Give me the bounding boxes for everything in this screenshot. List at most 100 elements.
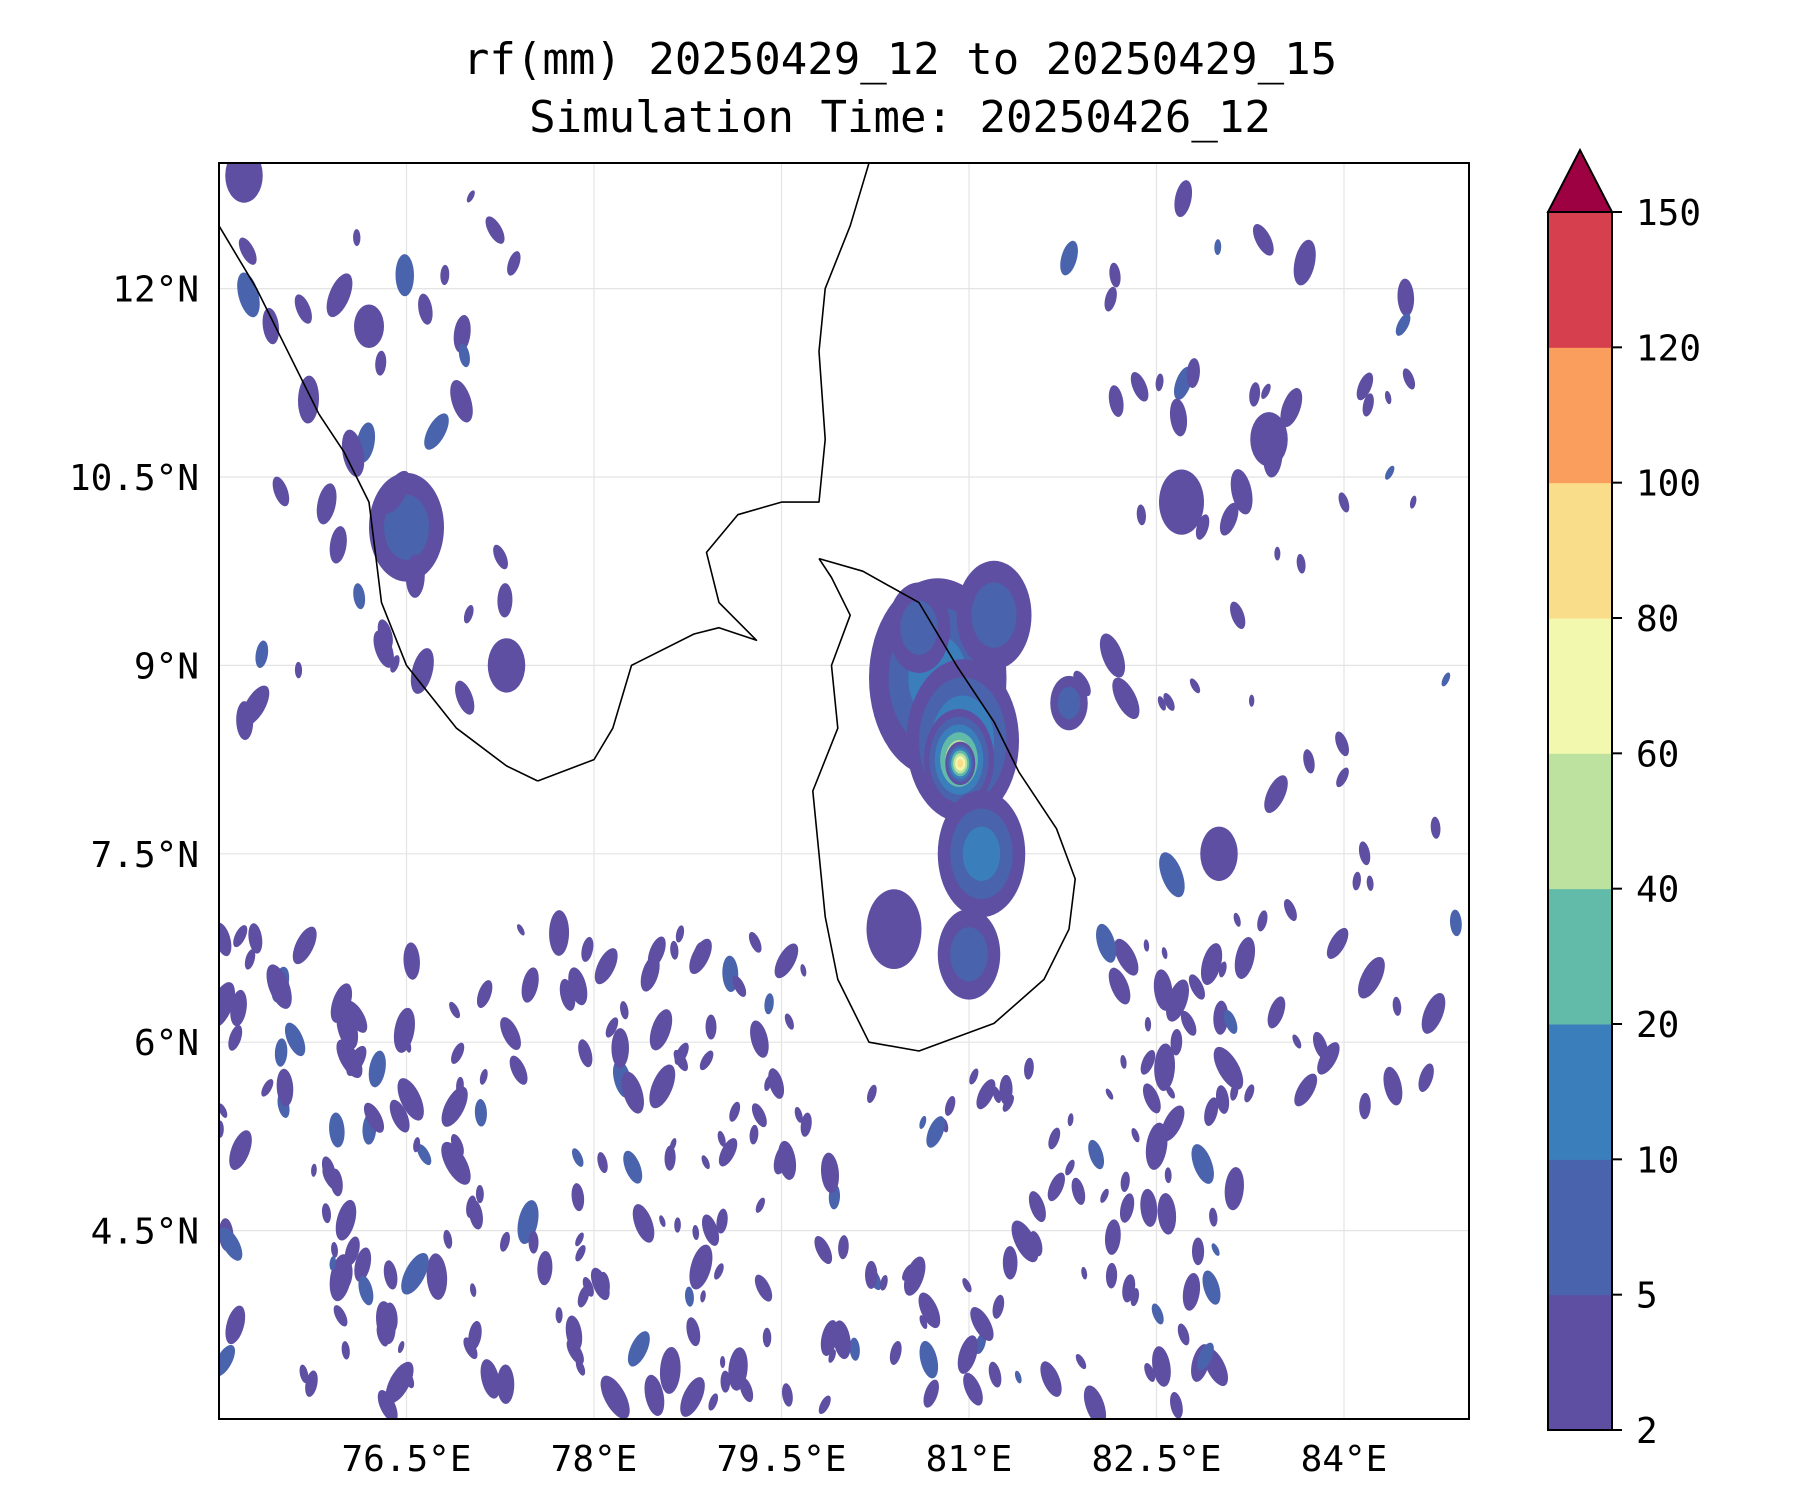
rain-speckle [1122, 1274, 1136, 1303]
rain-speckle [229, 1130, 252, 1170]
rain-speckle [443, 1229, 453, 1249]
rain-speckle [458, 343, 470, 368]
rain-speckle [405, 554, 425, 598]
rain-speckle [330, 1168, 343, 1197]
rain-speckle [1040, 1361, 1062, 1397]
rain-speckle [578, 1039, 593, 1068]
rain-speckle [1280, 388, 1303, 428]
rain-speckle [705, 1014, 717, 1040]
rain-speckle [507, 251, 521, 276]
rain-speckle [755, 1197, 765, 1213]
rain-speckle [1338, 492, 1350, 513]
rain-speckle [497, 583, 513, 618]
rain-speckle [1161, 947, 1168, 959]
rain-speckle [1155, 373, 1164, 392]
rain-speckle [509, 1055, 528, 1085]
rain-speckle [1191, 1237, 1205, 1266]
rain-speckle [611, 1028, 629, 1069]
rain-speckle [649, 1009, 673, 1051]
rain-speckle [468, 1320, 482, 1350]
lat-tick-label: 4.5°N [91, 1212, 199, 1253]
latitude-axis: 12°N 10.5°N 9°N 7.5°N 6°N 4.5°N [69, 270, 199, 1253]
rain-speckle [1191, 1144, 1214, 1184]
rain-speckle [381, 470, 410, 514]
rain-cell [384, 494, 429, 560]
rain-speckle [1067, 1113, 1074, 1127]
rain-speckle [341, 1341, 350, 1360]
rain-speckle [321, 1203, 331, 1224]
rain-speckle [261, 1078, 274, 1097]
rain-speckle [274, 1038, 288, 1067]
rain-speckle [440, 264, 450, 286]
rain-speckle [963, 1372, 983, 1406]
colorbar-segment [1548, 212, 1612, 348]
rain-cell [1159, 469, 1204, 535]
colorbar-segment [1548, 482, 1612, 619]
rainfall-contours [219, 163, 1462, 1419]
rain-speckle [1441, 672, 1451, 687]
rain-speckle [528, 1230, 539, 1254]
rain-speckle [449, 1001, 461, 1019]
rain-speckle [1177, 1323, 1190, 1346]
colorbar-tick-label: 150 [1636, 193, 1701, 234]
rain-speckle [341, 429, 365, 477]
rain-speckle [1142, 1083, 1161, 1114]
colorbar-tick-label: 120 [1636, 328, 1701, 369]
rain-speckle [1358, 956, 1385, 999]
rain-speckle [659, 1346, 681, 1394]
rain-speckle [1293, 239, 1316, 286]
rain-speckle [1154, 1043, 1176, 1091]
rain-speckle [1359, 1092, 1371, 1120]
rain-speckle [1136, 504, 1146, 526]
rain-speckle [1402, 368, 1416, 390]
rain-speckle [1261, 383, 1271, 399]
rain-speckle [248, 923, 263, 954]
rain-speckle [720, 1370, 731, 1393]
rain-speckle [640, 955, 660, 992]
rain-speckle [828, 1349, 836, 1363]
rain-speckle [219, 922, 232, 957]
rain-speckle [1060, 240, 1078, 276]
rain-speckle [838, 1235, 849, 1260]
rain-speckle [1230, 601, 1246, 630]
rain-speckle [575, 1232, 584, 1247]
rain-speckle [377, 1390, 398, 1419]
lat-tick-label: 6°N [134, 1023, 199, 1064]
gridlines [219, 163, 1469, 1419]
rain-speckle [479, 1068, 488, 1085]
rain-speckle [1249, 382, 1261, 407]
rain-speckle [1418, 1063, 1434, 1092]
rain-speckle [219, 1344, 235, 1377]
rain-speckle [594, 948, 618, 985]
rain-speckle [1105, 1088, 1114, 1100]
rain-speckle [474, 1099, 487, 1127]
rain-speckle [353, 583, 366, 610]
rain-speckle [732, 975, 747, 997]
rain-speckle [1358, 841, 1371, 866]
rain-speckle [969, 1068, 979, 1085]
rain-speckle [1336, 767, 1349, 788]
rain-speckle [1257, 910, 1268, 932]
rain-speckle [794, 1106, 803, 1123]
colorbar-segment [1548, 1024, 1612, 1160]
colorbar-segment [1548, 1294, 1612, 1431]
rain-speckle [1449, 909, 1462, 937]
rain-speckle [230, 989, 247, 1027]
rain-speckle [537, 1250, 553, 1286]
rain-speckle [1274, 546, 1281, 561]
rain-cell [487, 638, 526, 693]
rain-speckle [814, 1235, 833, 1264]
rain-speckle [393, 1007, 415, 1053]
rain-cell [866, 889, 922, 970]
rain-speckle [1430, 816, 1441, 839]
rain-speckle [773, 1144, 790, 1175]
rain-cell [971, 582, 1017, 648]
rain-speckle [1163, 693, 1175, 711]
rain-speckle [1303, 749, 1315, 774]
lat-tick-label: 12°N [112, 270, 199, 311]
rain-speckle [395, 254, 414, 297]
rain-speckle [455, 680, 475, 715]
rain-speckle [358, 1275, 374, 1306]
lat-tick-label: 9°N [134, 646, 199, 687]
rain-speckle [233, 925, 248, 948]
